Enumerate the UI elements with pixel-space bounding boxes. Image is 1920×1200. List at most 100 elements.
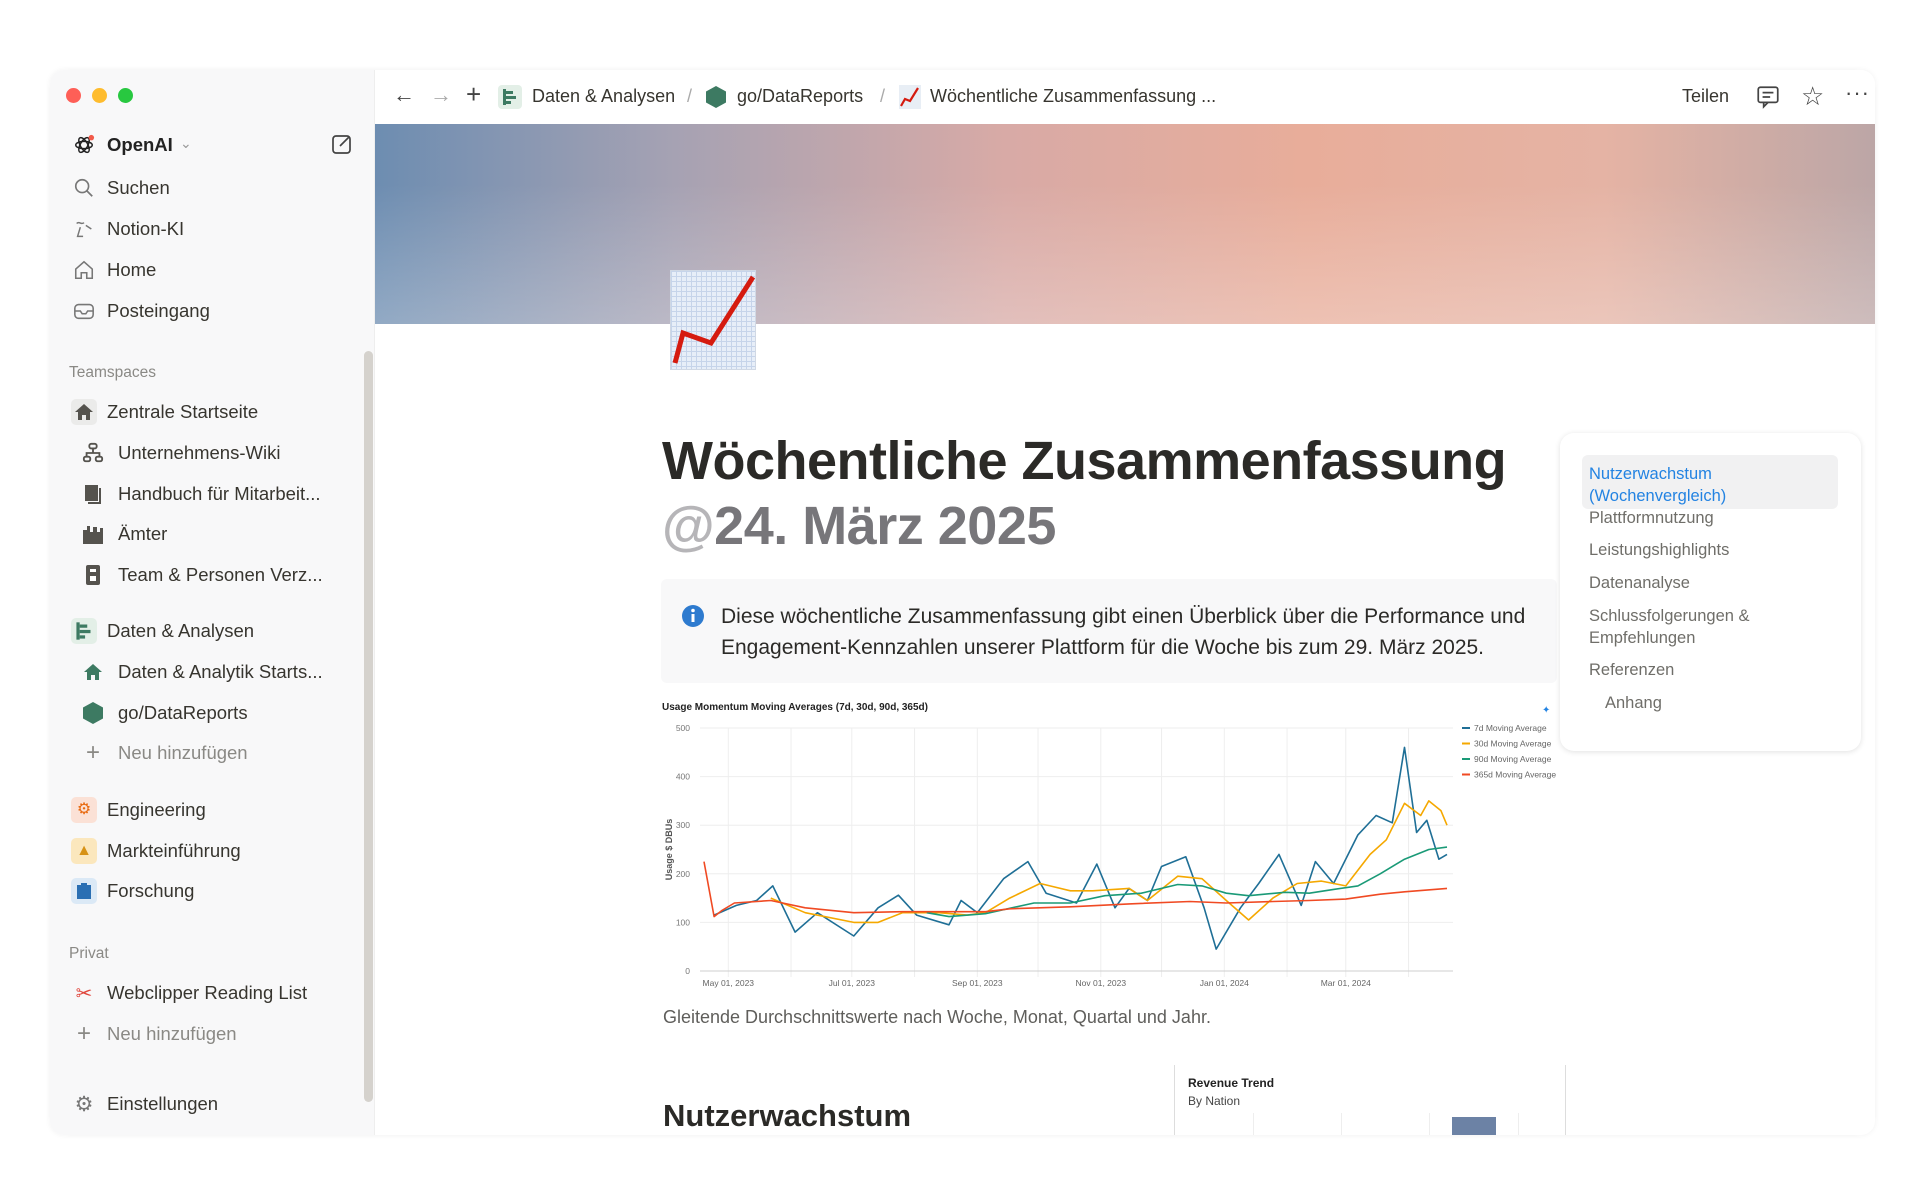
sidebar-item-forschung[interactable]: Forschung	[50, 873, 360, 909]
sidebar-item-posteingang[interactable]: Posteingang	[50, 293, 360, 329]
sidebar-item-label: Webclipper Reading List	[107, 982, 308, 1003]
page-date-mention[interactable]: @24. März 2025	[662, 495, 1056, 557]
toc-item[interactable]: Referenzen	[1589, 661, 1675, 679]
back-arrow-icon[interactable]: ←	[393, 82, 415, 107]
sidebar-item-daten-analysen[interactable]: Daten & Analysen	[50, 613, 360, 649]
sidebar-item-engineering[interactable]: ⚙ Engineering	[50, 792, 360, 828]
sidebar-item-label: Suchen	[107, 177, 170, 198]
sidebar-item-label: Forschung	[107, 880, 195, 901]
hexagon-icon	[80, 700, 106, 726]
sidebar-item-daten-analytik-startseite[interactable]: Daten & Analytik Starts...	[50, 654, 360, 690]
sidebar-item-go-datareports[interactable]: go/DataReports	[50, 695, 360, 731]
chart-caption: Gleitende Durchschnittswerte nach Woche,…	[663, 1007, 1211, 1027]
sidebar-item-aemter[interactable]: Ämter	[50, 516, 360, 552]
sidebar-item-webclipper-reading-list[interactable]: ✂ Webclipper Reading List	[50, 975, 360, 1011]
series-line-365d	[703, 861, 1448, 918]
page-icon-chart-increasing[interactable]	[670, 270, 756, 370]
revenue-trend-panel: Revenue Trend By Nation	[1174, 1065, 1566, 1135]
settings-label: Einstellungen	[107, 1093, 219, 1114]
sidebar-item-settings[interactable]: ⚙ Einstellungen	[50, 1086, 360, 1122]
comment-icon[interactable]	[1755, 84, 1781, 115]
bar-chart-icon	[498, 85, 522, 109]
clipboard-icon	[71, 878, 97, 904]
share-button[interactable]: Teilen	[1682, 86, 1730, 106]
house-icon	[80, 659, 106, 685]
sidebar-item-team-personen[interactable]: Team & Personen Verz...	[50, 557, 360, 593]
sidebar-item-home[interactable]: Home	[50, 252, 360, 288]
sidebar-item-label: go/DataReports	[118, 702, 248, 723]
x-tick-label: Nov 01, 2023	[1076, 978, 1127, 988]
breadcrumb-current-page[interactable]: Wöchentliche Zusammenfassung ...	[930, 86, 1217, 106]
workspace-name: OpenAI	[107, 134, 173, 155]
sidebar-item-neu-hinzufuegen-privat[interactable]: + Neu hinzufügen	[50, 1016, 360, 1052]
sidebar-item-neu-hinzufuegen-teamspace[interactable]: + Neu hinzufügen	[50, 735, 360, 771]
sidebar-item-suchen[interactable]: Suchen	[50, 170, 360, 206]
topbar: ← → + Daten & Analysen / go/DataReports …	[375, 70, 1875, 124]
close-window-button[interactable]	[66, 88, 81, 103]
minimize-window-button[interactable]	[92, 88, 107, 103]
info-icon	[681, 604, 705, 633]
date-text: 24. März 2025	[714, 496, 1056, 556]
plus-icon: +	[76, 1020, 91, 1047]
notion-window: OpenAI ⌄ Suchen Notion-KI Home Posteinga…	[50, 70, 1875, 1135]
star-icon[interactable]: ☆	[1801, 81, 1825, 111]
more-options-icon[interactable]: ···	[1845, 80, 1870, 105]
gridline	[1341, 1113, 1342, 1135]
notion-ai-icon	[71, 216, 97, 242]
sidebar-item-label: Neu hinzufügen	[118, 742, 248, 763]
building-icon	[80, 521, 106, 547]
y-tick-label: 500	[676, 723, 690, 733]
plus-icon[interactable]: +	[466, 79, 482, 109]
new-page-icon[interactable]	[330, 132, 354, 161]
breadcrumb-go-datareports[interactable]: go/DataReports	[737, 86, 864, 106]
sidebar-item-zentrale-startseite[interactable]: Zentrale Startseite	[50, 394, 360, 430]
openai-logo-icon	[71, 132, 97, 158]
toc-item[interactable]: Plattformnutzung	[1589, 509, 1714, 527]
org-chart-icon	[80, 440, 106, 466]
gridline	[1429, 1113, 1430, 1135]
chart-title: Usage Momentum Moving Averages (7d, 30d,…	[662, 702, 928, 713]
revenue-trend-subtitle: By Nation	[1188, 1094, 1241, 1108]
breadcrumb-daten-analysen[interactable]: Daten & Analysen	[532, 86, 676, 106]
sidebar-item-label: Zentrale Startseite	[107, 401, 259, 422]
y-tick-label: 200	[676, 869, 690, 879]
hexagon-icon	[705, 85, 727, 114]
sidebar-item-label: Home	[107, 259, 157, 280]
sidebar-item-label: Unternehmens-Wiki	[118, 442, 281, 463]
gridline	[1518, 1113, 1519, 1135]
id-badge-icon	[80, 562, 106, 588]
sidebar-scrollbar[interactable]	[364, 351, 373, 1102]
sidebar-item-markteinfuehrung[interactable]: ▲ Markteinführung	[50, 833, 360, 869]
section-heading-nutzerwachstum[interactable]: Nutzerwachstum	[663, 1098, 912, 1133]
legend-label: 7d Moving Average	[1474, 723, 1547, 733]
toc-item[interactable]: Datenanalyse	[1589, 574, 1690, 592]
home-icon	[71, 257, 97, 283]
house-icon	[71, 399, 97, 425]
sidebar-item-label: Handbuch für Mitarbeit...	[118, 483, 321, 504]
legend-label: 30d Moving Average	[1474, 739, 1552, 749]
forward-arrow-icon[interactable]: →	[430, 82, 452, 107]
y-tick-label: 100	[676, 917, 690, 927]
toc-item[interactable]: Nutzerwachstum (Wochenvergleich)	[1589, 465, 1727, 505]
toc-item[interactable]: Schlussfolgerungen & Empfehlungen	[1589, 607, 1750, 647]
page-cover[interactable]	[375, 124, 1875, 324]
sidebar-item-label: Markteinführung	[107, 840, 241, 861]
workspace-switcher[interactable]: OpenAI ⌄	[50, 127, 360, 163]
page-title[interactable]: Wöchentliche Zusammenfassung	[662, 431, 1507, 491]
chevron-down-icon: ⌄	[180, 135, 192, 151]
y-tick-label: 300	[676, 820, 690, 830]
sidebar-item-label: Posteingang	[107, 300, 210, 321]
mention-at-sign: @	[662, 496, 715, 556]
toc-item[interactable]: Leistungshighlights	[1589, 541, 1730, 559]
sparkle-icon: ✦	[1542, 705, 1550, 716]
toc-item[interactable]: Anhang	[1605, 694, 1662, 712]
x-tick-label: Mar 01, 2024	[1321, 978, 1371, 988]
sidebar-item-label: Daten & Analysen	[107, 620, 255, 641]
y-tick-label: 400	[676, 772, 690, 782]
legend-label: 365d Moving Average	[1474, 770, 1556, 780]
sidebar-item-handbuch[interactable]: Handbuch für Mitarbeit...	[50, 476, 360, 512]
sidebar-item-notion-ki[interactable]: Notion-KI	[50, 211, 360, 247]
sidebar-item-unternehmens-wiki[interactable]: Unternehmens-Wiki	[50, 435, 360, 471]
maximize-window-button[interactable]	[118, 88, 133, 103]
legend-label: 90d Moving Average	[1474, 754, 1552, 764]
